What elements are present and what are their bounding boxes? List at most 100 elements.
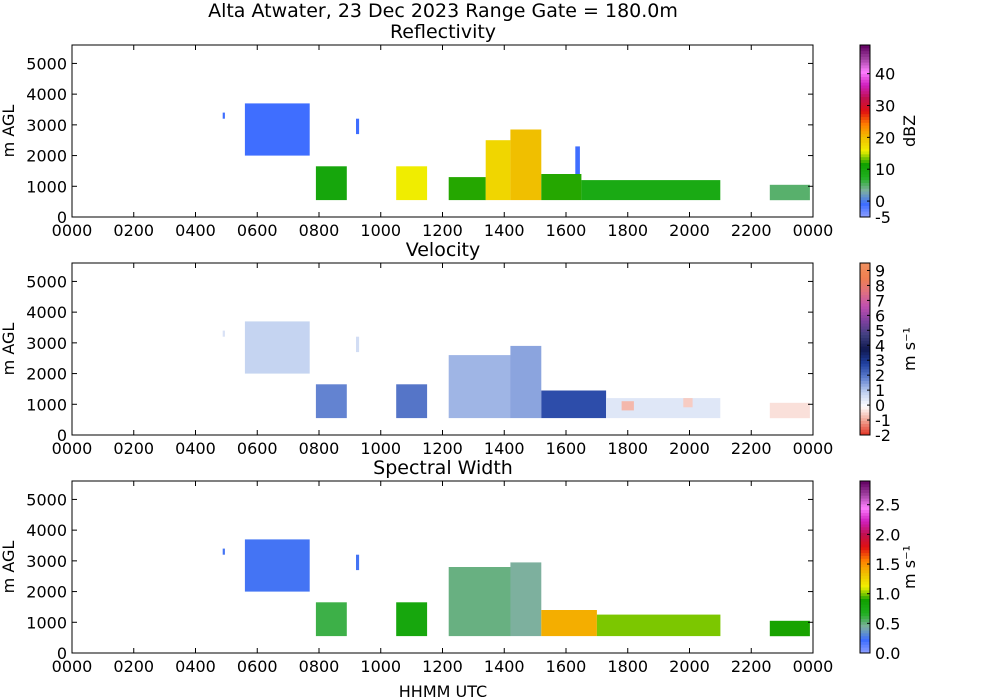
colorbar-segment [860,572,870,576]
x-tick-label: 2000 [669,657,710,676]
colorbar-tick-label: 1 [875,381,885,400]
colorbar-segment [860,297,870,301]
colorbar-segment [860,265,870,270]
x-tick-label: 0000 [793,439,834,458]
colorbar-segment [860,88,870,92]
colorbar-tick-label: 9 [875,261,885,280]
colorbar-segment [860,56,870,60]
colorbar-segment [860,546,870,551]
colorbar-segment [860,165,870,169]
colorbar-segment [860,162,870,166]
colorbar-tick-label: 0 [875,192,885,211]
panel-title: Spectral Width [373,457,513,479]
colorbar-segment [860,584,870,588]
colorbar-segment [860,67,870,72]
colorbar-segment [860,618,870,622]
colorbar-segment [860,509,870,513]
colorbar-tick-label: 4 [875,336,885,355]
colorbar-segment [860,578,870,582]
colorbar-segment [860,331,870,336]
colorbar-segment [860,346,870,350]
colorbar-segment [860,96,870,100]
colorbar-segment [860,604,870,608]
colorbar-tick-label: 0.0 [875,644,900,663]
colorbar-segment [860,366,870,370]
colorbar-segment [860,363,870,367]
colorbar-segment [860,188,870,192]
colorbar-segment [860,607,870,611]
colorbar-segment [860,624,870,628]
colorbar-tick-label: 5 [875,321,885,340]
colorbar-tick-label: 7 [875,291,885,310]
colorbar-segment [860,638,870,642]
data-region [581,180,721,201]
colorbar-segment [860,179,870,183]
colorbar-segment [860,328,870,333]
colorbar-segment [860,389,870,393]
colorbar-segment [860,612,870,617]
colorbar-frame [859,262,871,436]
colorbar-segment [860,274,870,278]
colorbar-segment [860,400,870,404]
x-tick-label: 0800 [299,657,340,676]
colorbar-segment [860,647,870,651]
colorbar-segment [860,320,870,324]
colorbar-segment [860,610,870,614]
x-tick-label: 0800 [299,439,340,458]
colorbar-segment [860,116,870,120]
colorbar-segment [860,575,870,579]
colorbar-segment [860,483,870,488]
colorbar-segment [860,432,870,436]
x-tick-label: 2200 [731,657,772,676]
colorbar-segment [860,386,870,390]
x-tick-label: 0200 [113,439,154,458]
colorbar-segment [860,300,870,304]
colorbar-segment [860,133,870,138]
data-region [596,614,721,637]
colorbar-segment [860,544,870,548]
colorbar-segment [860,59,870,63]
colorbar-segment [860,156,870,161]
colorbar-segment [860,564,870,568]
colorbar-segment [860,70,870,75]
colorbar-segment [860,306,870,310]
x-tick-label: 2200 [731,439,772,458]
colorbar-segment [860,82,870,86]
colorbar-tick-label: -2 [875,426,891,445]
colorbar-segment [860,532,870,536]
colorbar-segment [860,102,870,106]
colorbar-segment [860,567,870,571]
colorbar-segment [860,85,870,89]
x-tick-label: 1200 [422,221,463,240]
colorbar-segment [860,105,870,109]
colorbar-segment [860,587,870,591]
y-tick-label: 0 [57,426,67,445]
colorbar-segment [860,125,870,129]
data-region [510,345,542,419]
colorbar-segment [860,426,870,430]
colorbar-segment [860,326,870,330]
y-tick-label: 5000 [26,54,67,73]
colorbar-tick-label: 1.0 [875,585,900,604]
colorbar-segment [860,108,870,112]
colorbar-segment [860,644,870,648]
colorbar-segment [860,308,870,313]
y-tick-label: 3000 [26,334,67,353]
panel-title: Velocity [406,239,481,261]
x-tick-label: 1000 [360,657,401,676]
colorbar-segment [860,110,870,115]
colorbar-segment [860,492,870,496]
colorbar-segment [860,268,870,272]
colorbar-segment [860,311,870,315]
colorbar-segment [860,392,870,396]
colorbar-segment [860,128,870,132]
colorbar-segment [860,119,870,123]
data-region [448,355,511,419]
x-tick-label: 1000 [360,221,401,240]
data-region [448,177,486,201]
colorbar-segment [860,406,870,410]
colorbar-label: m s⁻¹ [900,545,919,589]
colorbar-segment [860,650,870,654]
colorbar-segment [860,76,870,80]
